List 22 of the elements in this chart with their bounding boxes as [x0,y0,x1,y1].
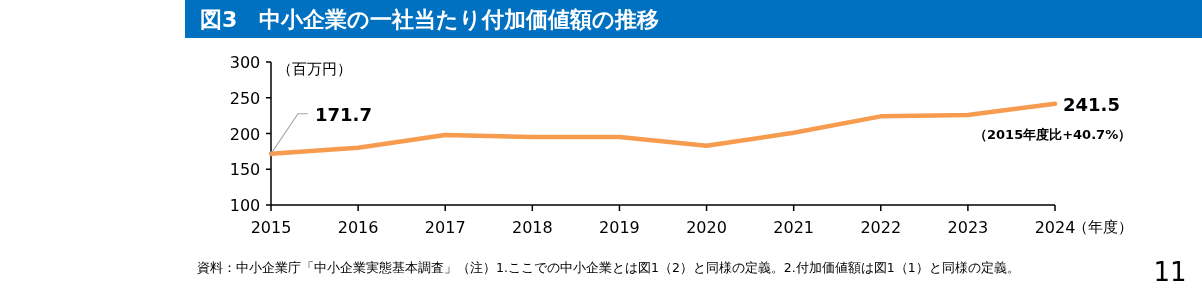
annotation: （2015年度比+40.7%） [974,126,1132,142]
y-tick-label: 250 [229,88,261,108]
x-tick-label: 2023 [947,218,989,237]
x-tick-label: 2016 [337,218,379,237]
y-tick-label: 150 [229,160,261,180]
x-tick-label: 2015 [250,218,292,237]
text: 資料：中小企業庁「中小企業実態基本調査」（注）1.ここでの中小企業とは図1（2）と同様の定義。2.付加価値額は図1（1）と同様の定義。 [197,259,1021,276]
text: 11 [1153,257,1187,287]
x-tick-label: 2024 [1034,218,1076,237]
chart-title: 図3 中小企業の一社当たり付加価値額の推移 [200,7,660,32]
y-tick-label: 100 [229,196,261,215]
x-tick-label: 2018 [511,218,553,237]
data-label: 171.7 [315,103,372,125]
x-tick-label: 2017 [424,218,466,237]
x-tick-label: 2022 [860,218,902,237]
x-tick-label: 2021 [773,218,815,237]
data-label: 241.5 [1063,93,1120,115]
x-tick-label: 2019 [599,218,640,237]
x-tick-label: 2020 [686,218,727,237]
y-axis-title: （百万円） [277,60,352,78]
y-tick-label: 300 [229,53,261,72]
y-tick-label: 200 [229,124,261,144]
